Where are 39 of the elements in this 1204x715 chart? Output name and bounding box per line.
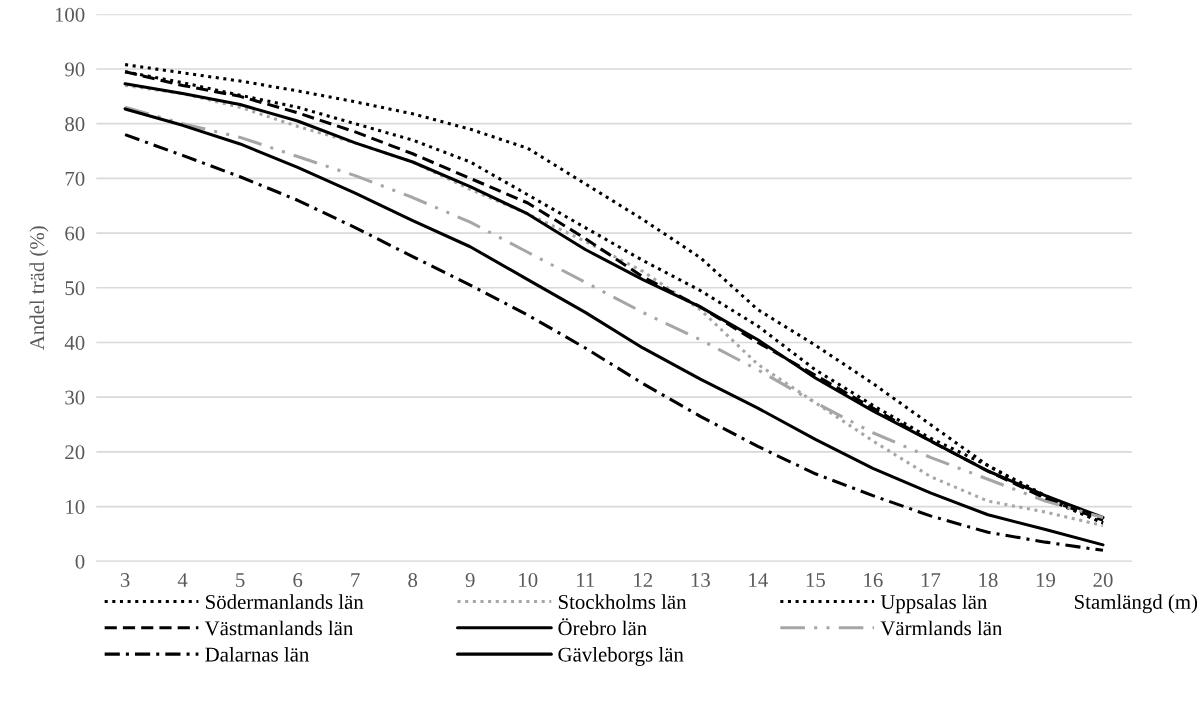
y-tick-label: 100 (55, 7, 85, 22)
x-axis-title: Stamlängd (m) (1074, 594, 1198, 614)
legend-label: Örebro län (558, 618, 647, 636)
x-tick-label: 15 (806, 573, 825, 588)
y-tick-label: 60 (65, 226, 85, 241)
x-tick-label: 4 (177, 573, 188, 587)
x-tick-label: 20 (1093, 572, 1113, 588)
y-tick-label: 10 (66, 499, 85, 515)
legend-label: Södermanlands län (206, 594, 364, 610)
y-axis-title: Andel träd (%) (29, 226, 49, 351)
y-tick-label: 40 (64, 335, 85, 350)
x-tick-label: 12 (634, 573, 653, 587)
x-tick-label: 18 (979, 572, 998, 588)
x-tick-label: 19 (1036, 573, 1056, 588)
x-tick-label: 10 (519, 572, 538, 588)
x-tick-label: 13 (691, 573, 710, 588)
y-tick-label: 90 (65, 62, 85, 77)
y-tick-label: 20 (65, 445, 85, 460)
x-tick-label: 11 (577, 573, 595, 587)
y-tick-label: 70 (65, 171, 85, 186)
legend-label: Västmanlands län (204, 620, 354, 636)
x-tick-label: 17 (921, 573, 941, 587)
x-tick-label: 6 (293, 573, 303, 588)
x-tick-label: 3 (120, 573, 130, 588)
x-tick-label: 8 (408, 572, 418, 588)
legend-label: Värmlands län (880, 620, 1003, 636)
y-tick-label: 80 (65, 117, 85, 132)
x-tick-label: 7 (351, 573, 360, 587)
legend-label: Gävleborgs län (558, 646, 684, 666)
legend-label: Dalarnas län (205, 646, 310, 662)
y-tick-label: 30 (65, 390, 85, 405)
x-tick-label: 14 (749, 573, 768, 587)
legend-label: Uppsalas län (880, 594, 988, 614)
legend-label: Stockholms län (558, 594, 687, 610)
x-tick-label: 16 (864, 573, 883, 588)
y-tick-label: 0 (75, 554, 85, 569)
y-tick-label: 50 (65, 281, 85, 296)
x-tick-label: 5 (236, 573, 245, 588)
x-tick-label: 9 (465, 573, 475, 588)
